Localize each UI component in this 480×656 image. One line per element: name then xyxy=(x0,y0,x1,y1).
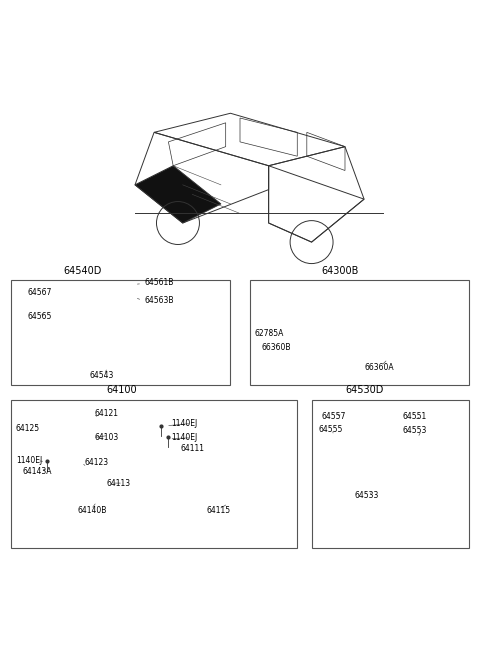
Text: 64123: 64123 xyxy=(85,458,109,467)
Polygon shape xyxy=(393,428,451,448)
Text: 64100: 64100 xyxy=(107,385,137,395)
Circle shape xyxy=(378,487,388,497)
Polygon shape xyxy=(373,413,455,428)
Polygon shape xyxy=(59,456,99,477)
Bar xyxy=(421,291,443,302)
Text: 64125: 64125 xyxy=(16,424,40,433)
Circle shape xyxy=(189,498,196,506)
Polygon shape xyxy=(154,441,274,454)
Text: 64121: 64121 xyxy=(95,409,119,419)
Polygon shape xyxy=(262,322,276,338)
Bar xyxy=(321,291,343,302)
Text: 64113: 64113 xyxy=(107,479,131,487)
Text: 62785A: 62785A xyxy=(254,329,284,338)
FancyBboxPatch shape xyxy=(11,400,297,548)
FancyBboxPatch shape xyxy=(11,280,230,385)
Polygon shape xyxy=(269,342,300,360)
Text: 1140EJ: 1140EJ xyxy=(171,433,197,442)
Polygon shape xyxy=(39,285,56,292)
Text: 64103: 64103 xyxy=(95,433,119,442)
Bar xyxy=(355,291,376,302)
Text: 64533: 64533 xyxy=(355,491,379,501)
Circle shape xyxy=(227,498,234,506)
Polygon shape xyxy=(25,494,269,509)
Text: 64143A: 64143A xyxy=(23,466,52,476)
Polygon shape xyxy=(51,310,181,334)
Text: 64543: 64543 xyxy=(90,371,114,380)
Text: 64555: 64555 xyxy=(319,424,343,434)
Polygon shape xyxy=(321,414,365,429)
Text: 64563B: 64563B xyxy=(144,296,174,305)
Polygon shape xyxy=(107,474,147,496)
Circle shape xyxy=(417,487,426,497)
Text: 1140EJ: 1140EJ xyxy=(16,456,42,465)
Text: 64140B: 64140B xyxy=(78,506,107,515)
Polygon shape xyxy=(28,305,49,323)
Polygon shape xyxy=(321,428,336,446)
Polygon shape xyxy=(21,415,42,443)
Text: 64530D: 64530D xyxy=(345,385,384,395)
Polygon shape xyxy=(78,281,159,290)
Circle shape xyxy=(93,498,101,506)
Polygon shape xyxy=(135,166,221,223)
Text: 64540D: 64540D xyxy=(63,266,102,276)
Text: 64300B: 64300B xyxy=(321,266,359,276)
Text: 66360B: 66360B xyxy=(262,342,291,352)
Text: 64111: 64111 xyxy=(180,443,204,453)
Bar xyxy=(288,291,309,302)
Text: 64551: 64551 xyxy=(402,412,427,420)
Circle shape xyxy=(141,498,148,506)
Text: 64115: 64115 xyxy=(206,506,231,515)
Polygon shape xyxy=(324,471,455,512)
Polygon shape xyxy=(259,283,455,309)
Text: 64565: 64565 xyxy=(28,312,52,321)
Circle shape xyxy=(340,487,350,497)
FancyBboxPatch shape xyxy=(250,280,469,385)
Polygon shape xyxy=(107,432,120,464)
Polygon shape xyxy=(78,292,168,304)
Text: 64567: 64567 xyxy=(28,288,52,297)
Polygon shape xyxy=(37,408,208,419)
FancyBboxPatch shape xyxy=(312,400,469,548)
Polygon shape xyxy=(25,462,45,479)
Polygon shape xyxy=(39,357,202,373)
Circle shape xyxy=(55,498,62,506)
Polygon shape xyxy=(211,495,252,513)
Text: 64557: 64557 xyxy=(321,412,346,420)
Bar xyxy=(388,291,409,302)
Text: 66360A: 66360A xyxy=(364,363,394,372)
Text: 1140EJ: 1140EJ xyxy=(171,419,197,428)
Text: 64553: 64553 xyxy=(402,426,427,435)
Text: 64561B: 64561B xyxy=(144,278,174,287)
Polygon shape xyxy=(373,348,450,370)
